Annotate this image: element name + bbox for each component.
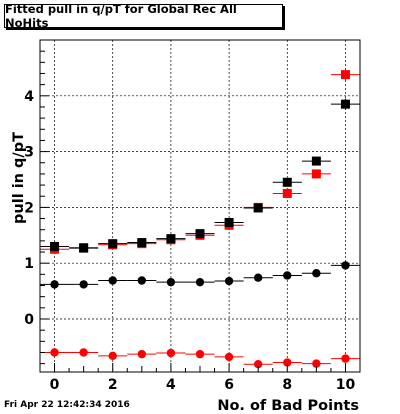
- series-1: [40, 98, 360, 253]
- data-point-square: [282, 188, 292, 198]
- series-3: [40, 348, 360, 369]
- x-tick-label: 0: [50, 377, 60, 393]
- data-point-square: [282, 177, 292, 187]
- x-tick-label: 2: [108, 377, 118, 393]
- x-tick-label: 8: [282, 377, 292, 393]
- data-point-square: [311, 169, 321, 179]
- data-point-circle: [312, 359, 321, 368]
- y-tick-label: 1: [24, 256, 34, 272]
- data-point-circle: [108, 276, 117, 285]
- data-point-circle: [50, 348, 59, 357]
- data-point-square: [50, 241, 60, 251]
- data-point-circle: [341, 261, 350, 270]
- data-point-square: [340, 70, 350, 80]
- data-point-circle: [108, 351, 117, 361]
- y-tick-label: 0: [24, 312, 34, 328]
- data-point-circle: [195, 277, 205, 287]
- data-point-circle: [253, 273, 263, 282]
- data-point-circle: [79, 280, 88, 289]
- series-2: [40, 261, 360, 289]
- data-point-circle: [341, 354, 350, 363]
- data-point-circle: [253, 359, 263, 369]
- x-axis-label: No. of Bad Points: [217, 398, 359, 414]
- data-point-circle: [283, 271, 292, 280]
- data-point-square: [340, 99, 350, 109]
- data-series: [40, 69, 360, 369]
- plot-frame: [39, 39, 361, 373]
- data-point-square: [79, 243, 89, 253]
- data-point-circle: [137, 349, 147, 359]
- data-point-circle: [166, 277, 176, 287]
- data-point-square: [166, 234, 176, 244]
- data-point-circle: [50, 280, 59, 289]
- grid-lines: [40, 40, 360, 372]
- axes: 0 2 4 6 8 10 0 1 2 3 4: [24, 39, 361, 393]
- timestamp: Fri Apr 22 12:42:34 2016: [4, 400, 130, 410]
- chart-title: Fitted pull in q/pT for Global Rec All N…: [4, 2, 283, 30]
- y-tick-label: 2: [24, 200, 34, 216]
- data-point-square: [137, 238, 147, 248]
- data-point-square: [311, 156, 321, 166]
- data-point-square: [108, 239, 118, 249]
- data-point-square: [224, 217, 234, 227]
- x-tick-label: 4: [166, 377, 176, 393]
- data-point-circle: [312, 269, 321, 278]
- y-tick-label: 4: [24, 89, 34, 105]
- x-tick-label: 6: [224, 377, 234, 393]
- data-point-square: [253, 203, 263, 213]
- data-point-square: [195, 229, 205, 239]
- y-axis-label: pull in q/pT: [11, 132, 27, 224]
- data-point-circle: [79, 348, 88, 357]
- x-tick-label: 10: [336, 377, 356, 393]
- data-point-circle: [224, 352, 234, 362]
- data-point-circle: [137, 276, 147, 285]
- data-point-circle: [195, 349, 205, 359]
- data-point-circle: [283, 358, 292, 367]
- data-point-circle: [166, 348, 176, 358]
- data-point-circle: [224, 276, 234, 286]
- y-tick-label: 3: [24, 145, 34, 161]
